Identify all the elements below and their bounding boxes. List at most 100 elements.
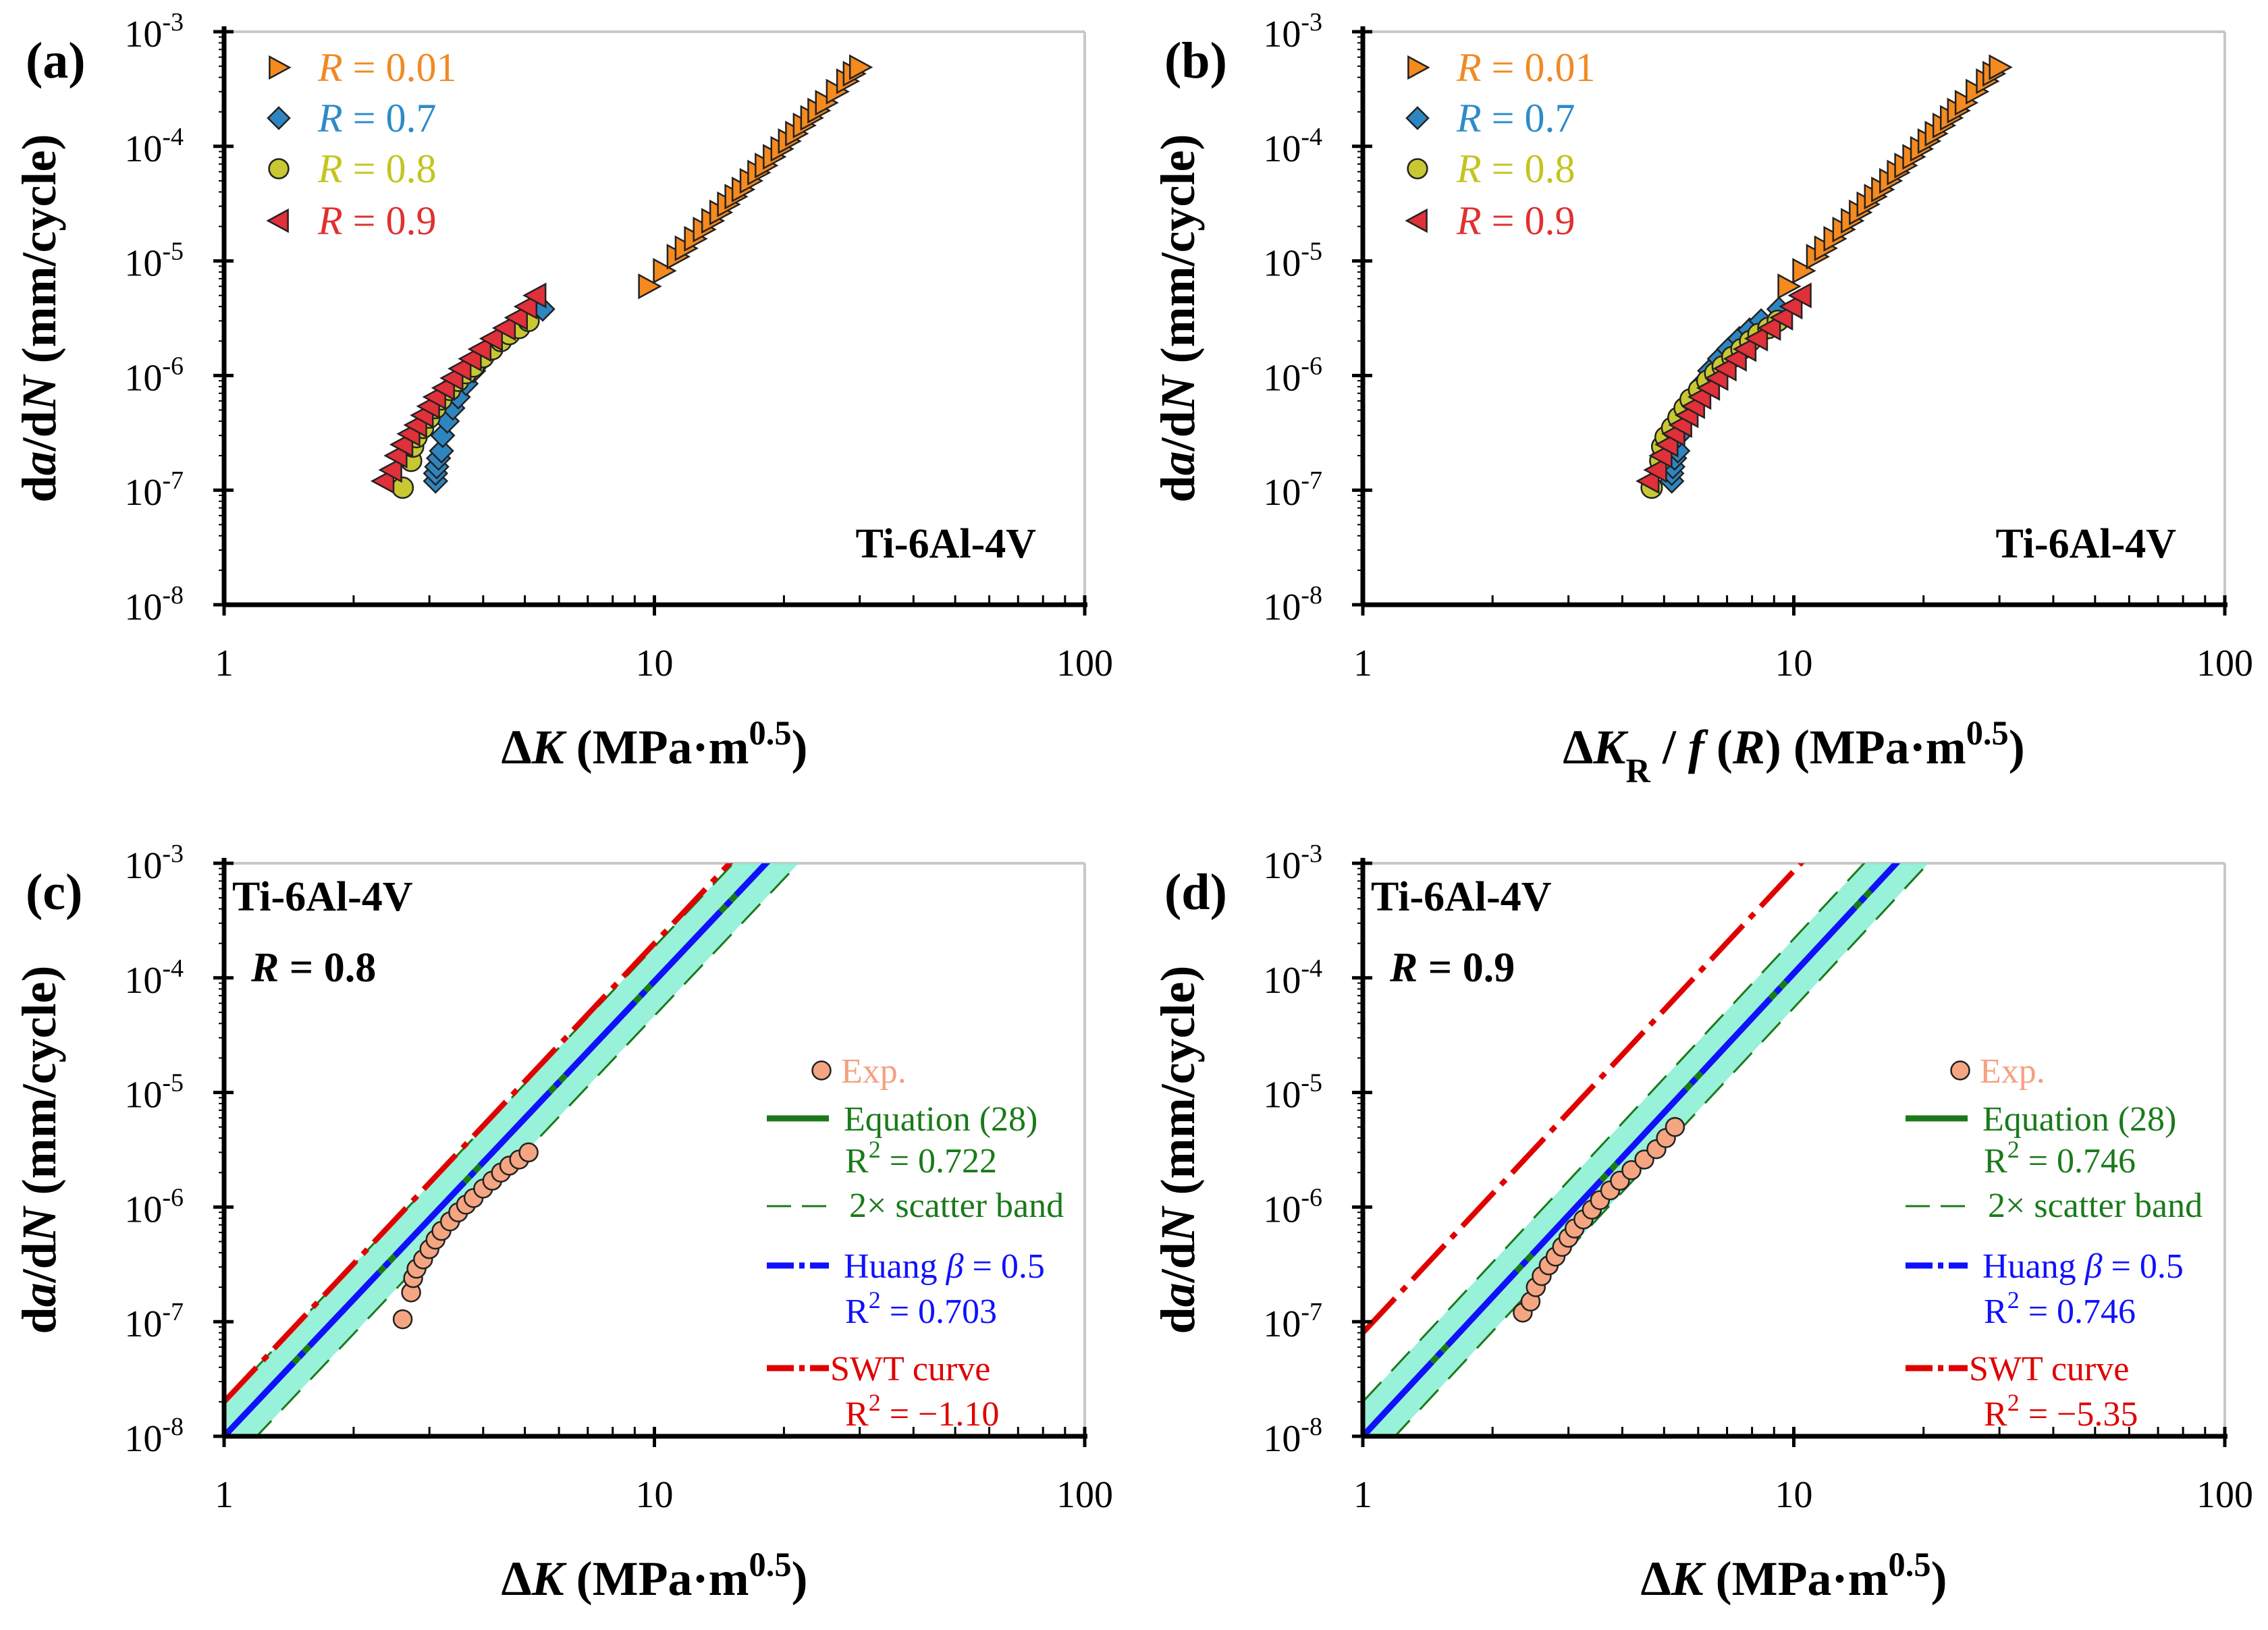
y-tick-base: 10 (124, 13, 162, 55)
ratio-var: R (250, 945, 279, 991)
y-tick-base: 10 (1263, 128, 1301, 170)
y-tick-label: 10-7 (124, 1298, 184, 1345)
huang-line (224, 863, 771, 1436)
scatter-band-upper (1363, 863, 1866, 1403)
data-point (491, 315, 516, 342)
legend-swt-label: SWT curve (830, 1350, 990, 1388)
legend-huang-r2: R2 = 0.746 (1984, 1286, 2136, 1331)
label-segment: N (12, 373, 66, 411)
y-tick-label: 10-4 (1263, 954, 1322, 1002)
x-axis-label: ΔK (MPa·m0.5) (501, 714, 807, 774)
label-segment: d (1151, 1307, 1205, 1334)
label-segment: ) (792, 1552, 808, 1606)
r2-symbol: R (1984, 1293, 2007, 1331)
data-point (448, 355, 472, 382)
legend-text: = 0.7 (343, 96, 437, 140)
label-segment: 0.5 (1889, 1546, 1931, 1583)
ratio-label: R = 0.9 (1389, 945, 1515, 991)
data-point (370, 468, 395, 494)
y-tick-exponent: -8 (1301, 1413, 1322, 1441)
legend-marker (1405, 106, 1430, 130)
legend-swt-r2: R2 = −1.10 (845, 1389, 999, 1434)
ratio-value: = 0.9 (1418, 945, 1515, 991)
x-tick-label: 10 (636, 1474, 674, 1516)
y-tick-base: 10 (124, 1303, 162, 1345)
r2-symbol: R (1984, 1142, 2007, 1180)
legend-huang-label: Huang β = 0.5 (1982, 1247, 2184, 1286)
legend-label: R = 0.8 (317, 146, 437, 191)
material-label: Ti-6Al-4V (232, 874, 413, 920)
x-tick-label: 10 (1775, 643, 1813, 684)
r2-value: = 0.722 (881, 1142, 997, 1180)
series-09 (370, 282, 547, 494)
y-tick-exponent: -7 (1301, 466, 1322, 495)
y-tick-exponent: -6 (162, 352, 184, 380)
y-axis-label: da/dN (mm/cycle) (12, 134, 66, 503)
y-tick-base: 10 (124, 472, 162, 514)
legend-marker (1405, 208, 1428, 234)
x-tick-label: 100 (2196, 1474, 2253, 1516)
y-tick-label: 10-5 (124, 238, 184, 285)
y-tick-exponent: -3 (162, 840, 184, 868)
data-point (1732, 336, 1757, 362)
r2-value: = 0.746 (2020, 1293, 2136, 1331)
series-09 (1636, 282, 1812, 494)
legend-exp-label: Exp. (841, 1052, 907, 1091)
legend-swt-r2: R2 = −5.35 (1984, 1389, 2138, 1434)
data-point (1744, 325, 1769, 352)
y-tick-exponent: -6 (162, 1183, 184, 1212)
r2-value: = −5.35 (2020, 1395, 2138, 1434)
data-point (1757, 315, 1781, 342)
label-segment: N (1151, 373, 1205, 411)
legend-huang-r2: R2 = 0.703 (845, 1286, 997, 1331)
scatter-band-lower (255, 863, 801, 1436)
label-segment: ) (2009, 720, 2025, 774)
y-tick-exponent: -7 (162, 1298, 184, 1326)
label-segment: (mm/cycle) (1151, 134, 1205, 376)
label-segment: d (12, 1307, 66, 1334)
legend-swt-label: SWT curve (1969, 1350, 2129, 1388)
data-point (848, 54, 873, 80)
data-point (429, 438, 454, 464)
data-point (1777, 273, 1802, 300)
exp-point (1665, 1116, 1685, 1137)
legend-item: R = 0.8 (1407, 146, 1575, 191)
x-axis-label: ΔK (MPa·m0.5) (1640, 1546, 1947, 1606)
y-tick-base: 10 (1263, 587, 1301, 628)
y-tick-label: 10-6 (124, 1183, 184, 1230)
y-tick-base: 10 (1263, 1303, 1301, 1345)
x-tick-label: 100 (2196, 643, 2253, 684)
label-segment: (MPa·m (564, 1552, 749, 1606)
huang-post: = 0.5 (2103, 1247, 2184, 1286)
x-tick-label: 100 (1056, 643, 1113, 684)
data-point (513, 294, 538, 320)
y-tick-label: 10-5 (1263, 1069, 1322, 1116)
data-point (1712, 355, 1737, 382)
data-point (479, 325, 504, 352)
legend-eq28-label: Equation (28) (1982, 1100, 2176, 1139)
data-point (1643, 457, 1667, 483)
y-tick-exponent: -3 (162, 8, 184, 36)
y-axis-label: da/dN (mm/cycle) (1151, 966, 1205, 1334)
y-tick-exponent: -5 (1301, 1069, 1322, 1097)
ratio-var: R (1389, 945, 1418, 991)
label-segment: a (1151, 1282, 1205, 1307)
y-tick-base: 10 (124, 1418, 162, 1460)
huang-beta: β (946, 1247, 964, 1286)
label-segment: ) (MPa·m (1765, 720, 1966, 774)
label-segment: a (12, 1282, 66, 1307)
legend-var: R (1456, 146, 1482, 191)
label-segment: ) (792, 720, 808, 774)
data-point (504, 304, 528, 331)
y-tick-exponent: -4 (162, 954, 184, 983)
y-axis-label: da/dN (mm/cycle) (1151, 134, 1205, 503)
label-segment: / (1650, 720, 1688, 774)
scatter-band-fill (224, 863, 799, 1436)
y-tick-exponent: -4 (162, 123, 184, 151)
material-label: Ti-6Al-4V (1995, 521, 2176, 567)
series-001 (638, 54, 873, 300)
scatter-band-lower (1393, 863, 1930, 1436)
